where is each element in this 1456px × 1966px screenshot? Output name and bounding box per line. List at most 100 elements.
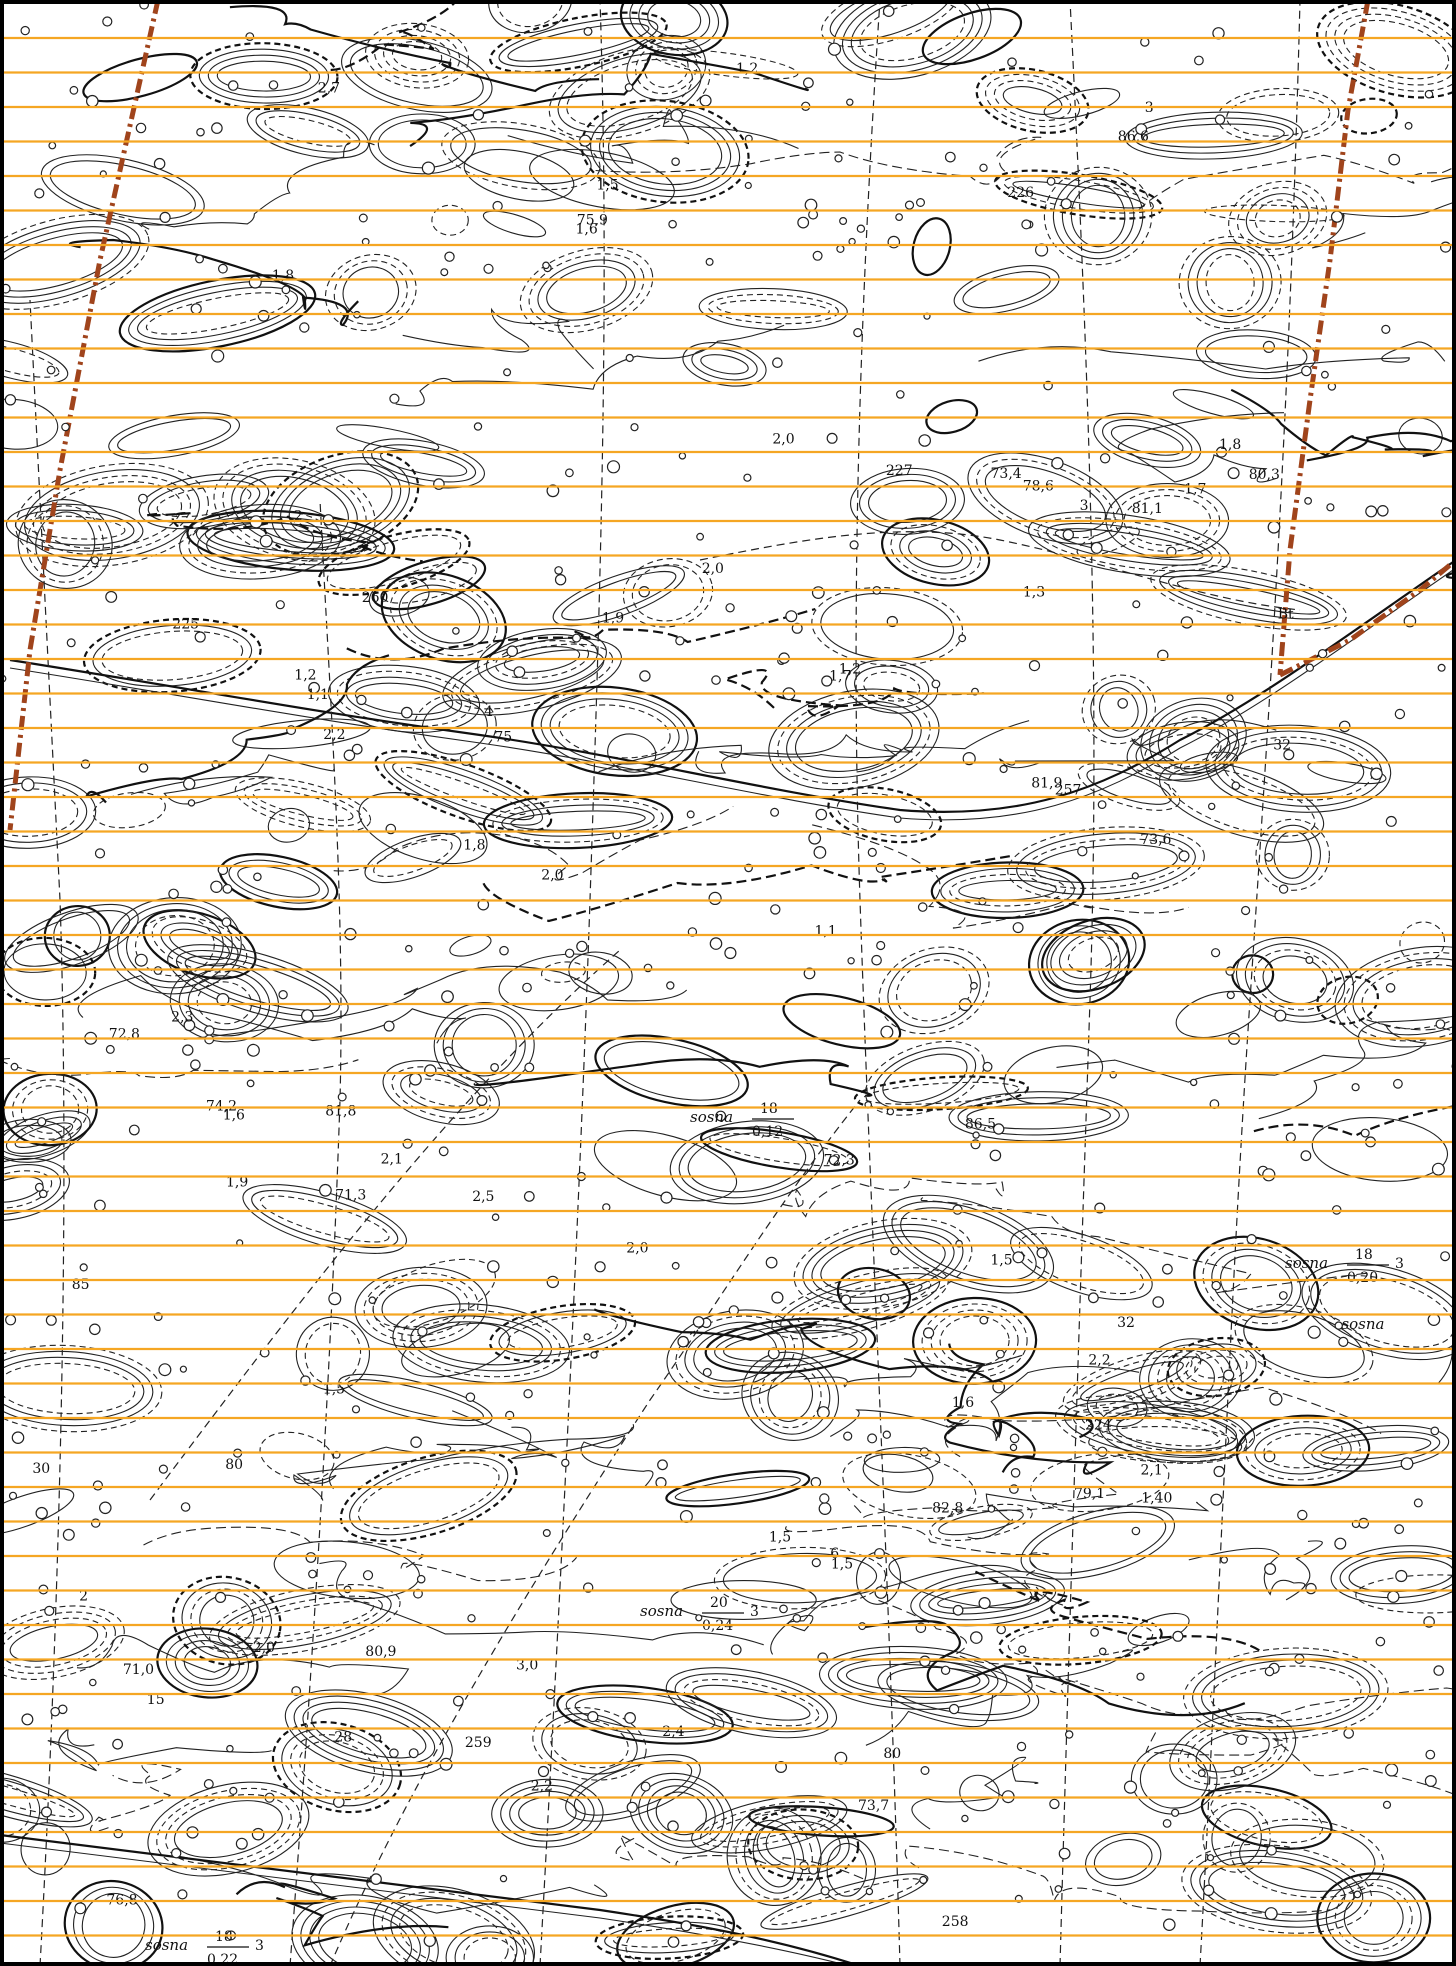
map-label: 2,3 [171,1009,193,1025]
tree-symbol [423,1934,436,1947]
tree-symbol [1193,55,1204,66]
tree-symbol [1131,1526,1141,1536]
tree-symbol [1381,324,1391,334]
tree-symbol [343,749,356,762]
tree-symbol [1424,1774,1437,1787]
tree-symbol [1021,219,1032,230]
tree-symbol [190,303,202,315]
tree-symbol [1016,1741,1027,1752]
svg-text:sosna: sosna [640,1602,683,1620]
tree-symbol [895,390,905,399]
tree-symbol [918,434,931,447]
tree-symbol [625,353,634,363]
tree-symbol [917,902,928,912]
tree-symbol [813,846,827,859]
tree-symbol [1028,659,1041,672]
tree-symbol [1435,1019,1446,1029]
tree-symbol [168,888,179,900]
tree-symbol [1305,663,1315,672]
tree-symbol [99,1501,112,1515]
tree-symbol [1240,905,1251,916]
tree-symbol [1365,505,1378,518]
tree-symbol [1301,365,1312,377]
tree-symbol [153,157,166,170]
tree-symbol [1062,529,1075,541]
tree-symbol [1283,749,1295,761]
tree-symbol [1135,123,1148,136]
tree-symbol [583,26,593,36]
tree-symbol [1330,210,1344,223]
tree-symbol [979,163,988,172]
tree-symbol [1317,649,1328,659]
tree-symbol [1058,1847,1071,1860]
tree-symbol [301,1009,314,1022]
tree-symbol [61,422,70,432]
tree-symbol [11,1431,25,1444]
map-label: 72,8 [109,1027,140,1043]
tree-symbol [137,493,148,504]
tree-symbol [961,1814,969,1823]
tree-symbol [537,1765,550,1778]
tree-symbol [1358,1517,1369,1529]
tree-symbol [1220,1556,1229,1564]
map-label: 1,3 [1023,584,1045,600]
map-label: 1,5 [323,1382,345,1398]
tree-symbol [44,1605,55,1617]
tree-symbol [1297,1509,1308,1521]
tree-symbol [246,1043,260,1057]
map-label: 32 [1273,738,1291,754]
tree-symbol [1157,649,1169,662]
tree-symbol [666,981,675,990]
tree-symbol [1007,57,1017,67]
tree-symbol [1413,1498,1423,1508]
tree-symbol [1077,846,1088,857]
tree-symbol [1049,1798,1060,1810]
tree-symbol [1338,720,1351,733]
map-label: 226 [1007,185,1034,201]
tree-symbol [102,16,113,27]
map-label: 3,0 [516,1657,538,1673]
map-label: 86,5 [965,1116,996,1132]
tree-symbol [948,1703,960,1715]
tree-symbol [253,872,262,882]
tree-symbol [671,1261,680,1270]
tree-symbol [465,1392,476,1402]
tree-symbol [1425,1749,1436,1760]
tree-symbol [35,1506,48,1520]
tree-symbol [626,1801,638,1813]
tree-symbol [743,473,752,482]
tree-symbol [818,1502,832,1515]
tree-symbol [1054,1885,1063,1893]
tree-symbol [138,762,149,773]
tree-symbol [204,1025,215,1036]
map-label: 32 [1117,1315,1135,1331]
map-label: 75 [494,730,512,746]
tree-symbol [1162,1818,1172,1828]
tree-symbol [491,1213,500,1222]
tree-symbol [1427,1313,1441,1326]
tree-symbol [982,1061,993,1072]
tree-symbol [821,675,833,687]
map-label: 1,9 [226,1175,248,1191]
tree-symbol [257,309,270,322]
tree-symbol [490,1062,500,1072]
tree-symbol [996,1624,1006,1635]
map-label: 1,8 [463,837,485,853]
tree-symbol [158,1363,172,1377]
tree-symbol [630,423,639,432]
tree-symbol [417,1326,428,1337]
tree-symbol [251,1827,265,1841]
tree-symbol [275,600,285,610]
tree-symbol [1170,1808,1180,1817]
tree-symbol [216,992,230,1006]
tree-symbol [190,1059,201,1070]
tree-symbol [21,778,35,792]
tree-symbol [1099,453,1111,464]
map-label: Bt [1278,607,1294,623]
tree-symbol [523,1190,535,1202]
tree-symbol [849,540,859,550]
tree-symbol [1264,852,1274,862]
tree-symbol [1375,1636,1386,1647]
tree-symbol [1278,1291,1288,1300]
tree-symbol [112,1738,123,1750]
